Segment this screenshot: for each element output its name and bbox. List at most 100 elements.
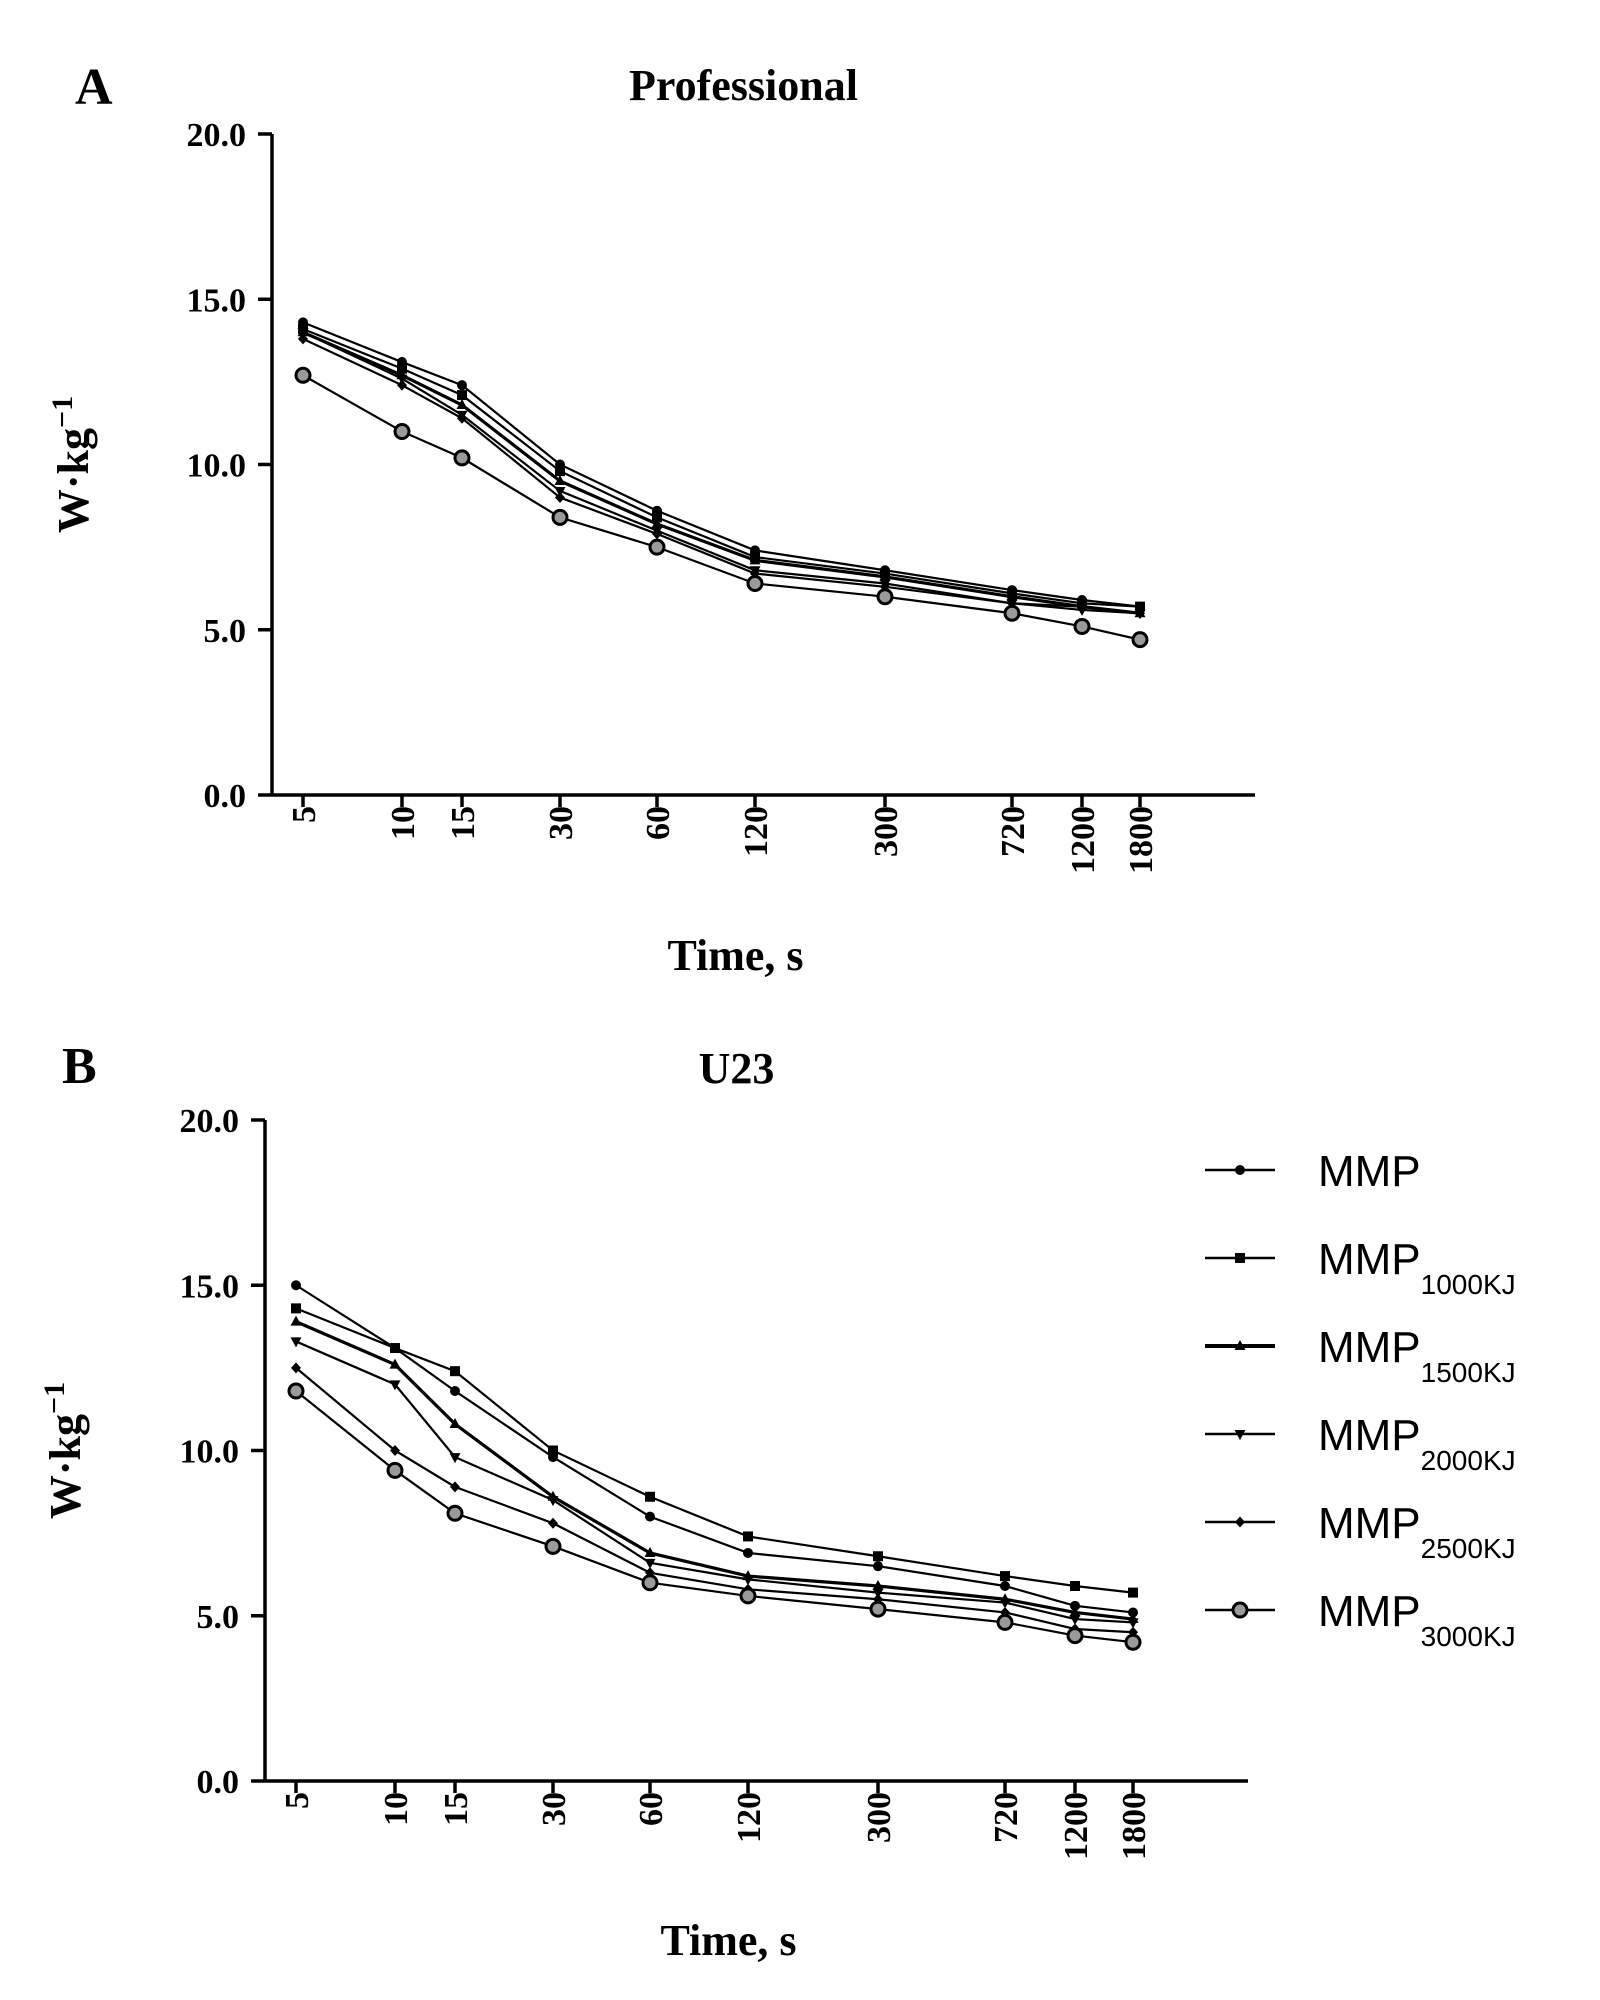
series-5 (287, 1382, 1142, 1651)
data-point (298, 333, 308, 345)
legend-label-main: MMP (1318, 1587, 1421, 1636)
data-point (873, 1561, 883, 1572)
data-point (287, 1382, 305, 1400)
legend-marker (1234, 1340, 1246, 1350)
data-point (742, 1575, 754, 1586)
legend-item: MMP3000KJ (1205, 1587, 1516, 1652)
x-tick-label: 120 (738, 806, 775, 857)
series-line (295, 1320, 1134, 1621)
panel-letter: A (75, 59, 113, 116)
data-point (457, 412, 467, 424)
series-5 (294, 366, 1149, 649)
series-0 (291, 1280, 1138, 1618)
legend-label: MMP2500KJ (1318, 1499, 1516, 1564)
y-tick-label: 0.0 (197, 1764, 240, 1801)
data-point (1077, 601, 1087, 613)
data-point (297, 328, 309, 339)
x-tick-label: 300 (868, 806, 905, 857)
data-point (1070, 1581, 1080, 1592)
data-point (291, 1362, 301, 1374)
data-point (1135, 607, 1145, 619)
data-point (876, 588, 894, 606)
data-point (390, 1343, 400, 1354)
x-tick-label: 1200 (1065, 806, 1102, 874)
series-line (302, 374, 1141, 641)
series-line (302, 327, 1141, 608)
panel-letter: B (62, 1038, 97, 1095)
data-point (651, 517, 663, 528)
data-point (1000, 1571, 1010, 1582)
data-point (1128, 1607, 1138, 1618)
data-point (389, 1380, 401, 1391)
data-point (648, 538, 666, 556)
data-point (453, 449, 471, 467)
data-point (551, 508, 569, 526)
series-0 (298, 317, 1145, 612)
series-4 (291, 1362, 1138, 1638)
data-point (872, 1588, 884, 1599)
data-point (645, 1491, 655, 1502)
data-point (456, 399, 468, 410)
data-point (1069, 1606, 1081, 1617)
data-point (999, 1598, 1011, 1609)
data-point (644, 1546, 656, 1557)
series-line (302, 330, 1141, 615)
data-point (652, 528, 662, 540)
data-point (869, 1600, 887, 1618)
legend-item: MMP (1205, 1147, 1421, 1196)
data-point (996, 1613, 1014, 1631)
y-axis-label-superscript: −1 (38, 1382, 71, 1414)
data-point (290, 1337, 302, 1348)
data-point (393, 422, 411, 440)
chart-title: U23 (699, 1044, 775, 1093)
x-tick-label: 10 (385, 806, 422, 840)
x-tick-label: 120 (731, 1792, 768, 1843)
data-point (457, 390, 467, 401)
data-point (389, 1358, 401, 1369)
y-tick-label: 5.0 (204, 613, 247, 650)
legend-label-subscript: 2000KJ (1421, 1445, 1516, 1476)
legend-label-main: MMP (1318, 1499, 1421, 1548)
x-tick-label: 720 (988, 1792, 1025, 1843)
x-tick-label: 300 (861, 1792, 898, 1843)
y-tick-label: 20.0 (187, 117, 247, 154)
x-tick-label: 15 (445, 806, 482, 840)
panel-b: B U23 0.0 5.0 10.0 15.0 20.0 5 10 15 30 60 120 300 720… (38, 1038, 1248, 1965)
data-point (294, 366, 312, 384)
data-point (390, 1445, 400, 1456)
data-point (290, 1315, 302, 1326)
legend-marker (1234, 1430, 1246, 1440)
legend-marker (1235, 1253, 1245, 1263)
data-point (1000, 1581, 1010, 1592)
data-point (879, 570, 891, 581)
y-tick-label: 0.0 (204, 778, 247, 815)
x-tick-label: 5 (286, 806, 323, 823)
data-point (544, 1537, 562, 1555)
x-tick-label: 60 (633, 1792, 670, 1826)
data-point (555, 492, 565, 504)
series-line (302, 337, 1141, 615)
x-tick-label: 30 (543, 806, 580, 840)
data-point (652, 512, 662, 523)
legend-label: MMP2000KJ (1318, 1411, 1516, 1476)
data-point (1069, 1615, 1081, 1626)
legend-marker (1235, 1165, 1245, 1175)
y-tick-label: 20.0 (180, 1103, 240, 1140)
data-point (397, 363, 407, 374)
legend-label-subscript: 3000KJ (1421, 1621, 1516, 1652)
y-tick-label: 10.0 (187, 448, 247, 485)
legend-item: MMP2500KJ (1205, 1499, 1516, 1564)
series-line (302, 321, 1141, 608)
x-tick-label: 10 (378, 1792, 415, 1826)
x-tick-label: 15 (438, 1792, 475, 1826)
legend-label: MMP1500KJ (1318, 1323, 1516, 1388)
legend-item: MMP1500KJ (1205, 1323, 1516, 1388)
panel-a: A Professional 0.0 5.0 10.0 15.0 20.0 5 10 15 30 60… (46, 59, 1255, 980)
legend-label: MMP1000KJ (1318, 1235, 1516, 1300)
series-line (295, 1390, 1134, 1644)
data-point (449, 1453, 461, 1464)
data-point (641, 1574, 659, 1592)
series-line (295, 1340, 1134, 1624)
legend: MMPMMP1000KJMMP1500KJMMP2000KJMMP2500KJM… (1205, 1147, 1516, 1652)
